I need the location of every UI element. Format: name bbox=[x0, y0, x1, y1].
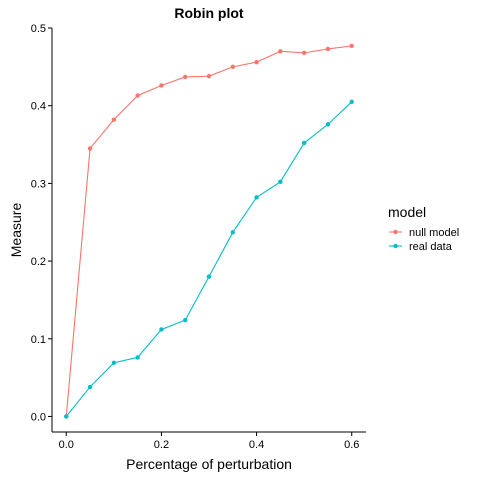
legend: model null model real data bbox=[388, 204, 459, 253]
data-point-real-data bbox=[301, 140, 307, 146]
data-point-null-model bbox=[87, 146, 93, 151]
y-tick-label: 0.1 bbox=[31, 334, 46, 346]
x-axis-title: Percentage of perturbation bbox=[126, 456, 292, 472]
x-tick-label: 0.6 bbox=[344, 439, 359, 451]
data-point-real-data bbox=[183, 317, 188, 323]
data-point-real-data bbox=[64, 414, 69, 419]
data-point-null-model bbox=[278, 49, 283, 54]
chart-title: Robin plot bbox=[174, 5, 244, 21]
data-point-real-data bbox=[230, 230, 235, 235]
y-axis-ticks: 0.0 0.1 0.2 0.3 0.4 0.5 bbox=[31, 23, 52, 423]
data-point-null-model bbox=[349, 43, 354, 49]
legend-label-null-model: null model bbox=[409, 227, 459, 239]
data-point-real-data bbox=[278, 179, 283, 185]
data-point-real-data bbox=[87, 384, 93, 390]
y-tick-label: 0.5 bbox=[31, 23, 46, 35]
data-point-null-model bbox=[183, 74, 188, 80]
data-point-real-data bbox=[325, 122, 331, 127]
x-axis-ticks: 0.0 0.2 0.4 0.6 bbox=[59, 432, 359, 451]
data-point-null-model bbox=[135, 93, 140, 98]
legend-items: null model real data bbox=[389, 227, 459, 253]
y-tick-label: 0.3 bbox=[31, 178, 46, 190]
y-tick-label: 0.4 bbox=[31, 101, 46, 113]
plot-area bbox=[64, 43, 354, 419]
x-tick-label: 0.4 bbox=[249, 439, 264, 451]
data-point-null-model bbox=[111, 117, 117, 122]
x-tick-label: 0.2 bbox=[154, 439, 169, 451]
x-tick-label: 0.0 bbox=[59, 439, 74, 451]
y-tick-label: 0.2 bbox=[31, 256, 46, 268]
data-point-null-model bbox=[254, 59, 259, 65]
data-point-null-model bbox=[301, 50, 307, 56]
data-point-null-model bbox=[230, 64, 235, 70]
data-point-real-data bbox=[135, 355, 140, 360]
y-axis-title: Measure bbox=[8, 203, 24, 258]
data-point-real-data bbox=[254, 195, 259, 200]
legend-label-real-data: real data bbox=[409, 241, 453, 253]
legend-title: model bbox=[388, 204, 426, 220]
series-line-null-model bbox=[65, 45, 352, 417]
data-point-null-model bbox=[206, 73, 212, 79]
legend-point-real-data bbox=[393, 243, 398, 249]
data-point-real-data bbox=[206, 274, 212, 279]
data-point-real-data bbox=[349, 99, 354, 105]
data-point-real-data bbox=[111, 360, 117, 366]
y-tick-label: 0.0 bbox=[31, 411, 46, 423]
legend-point-null-model bbox=[393, 229, 398, 235]
data-point-null-model bbox=[325, 46, 331, 52]
data-point-null-model bbox=[159, 83, 164, 88]
data-point-real-data bbox=[159, 327, 164, 332]
series-line-real-data bbox=[65, 101, 353, 417]
